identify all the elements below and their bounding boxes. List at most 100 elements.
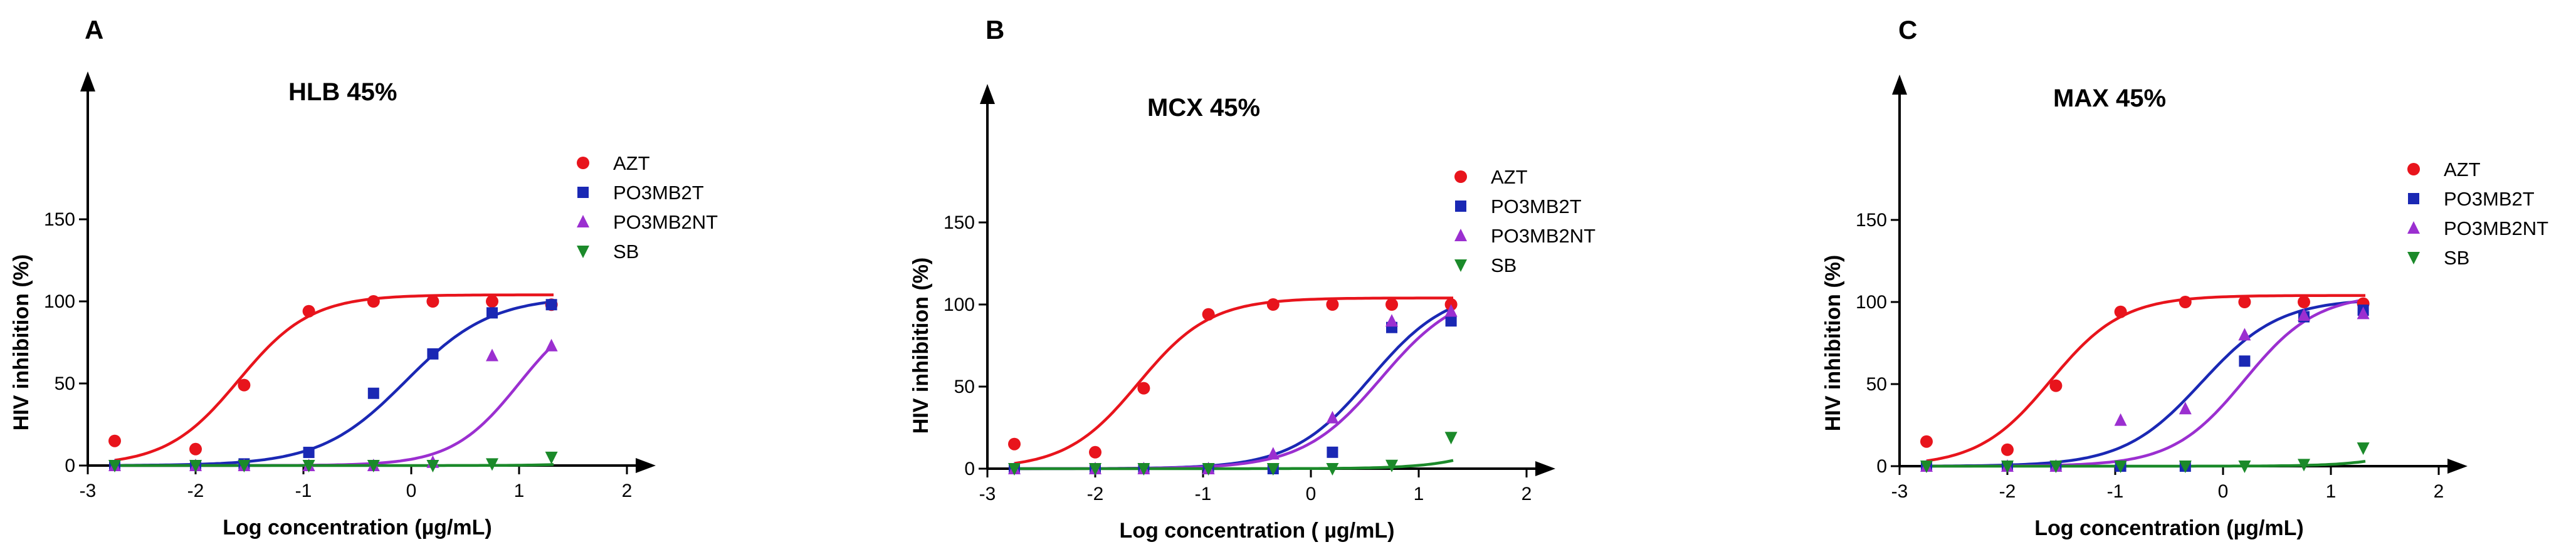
data-point-po3mb2nt bbox=[2114, 413, 2127, 426]
data-point-sb bbox=[2238, 461, 2251, 473]
data-point-azt bbox=[189, 442, 202, 456]
x-tick-label: -1 bbox=[295, 481, 312, 501]
data-point-azt bbox=[108, 434, 121, 447]
data-point-azt bbox=[2001, 443, 2014, 456]
x-tick-label: 2 bbox=[1522, 484, 1532, 504]
data-point-po3mb2nt bbox=[2298, 308, 2310, 321]
data-point-azt bbox=[1920, 435, 1933, 448]
legend-marker-sb bbox=[2407, 252, 2420, 264]
data-point-po3mb2t bbox=[367, 387, 379, 399]
data-point-po3mb2t bbox=[303, 447, 315, 459]
legend-label: PO3MB2NT bbox=[613, 211, 718, 233]
legend-label: AZT bbox=[1491, 166, 1528, 188]
x-tick-label: 0 bbox=[2218, 481, 2229, 502]
fit-curve-sb bbox=[115, 463, 554, 467]
data-point-azt bbox=[1137, 382, 1150, 395]
x-tick-label: -2 bbox=[1999, 481, 2016, 502]
data-point-sb bbox=[2357, 442, 2370, 456]
legend-label: SB bbox=[2444, 247, 2469, 269]
x-tick-label: -1 bbox=[2107, 481, 2124, 502]
data-point-po3mb2t bbox=[427, 348, 439, 360]
data-point-azt bbox=[486, 295, 498, 308]
panel-letter: C bbox=[1898, 15, 1917, 44]
data-point-azt bbox=[1326, 298, 1339, 311]
x-axis-label: Log concentration ( µg/mL) bbox=[1120, 519, 1395, 543]
chart-title: HLB 45% bbox=[288, 78, 397, 106]
chart-title: MCX 45% bbox=[1147, 94, 1260, 122]
data-point-azt bbox=[1266, 298, 1280, 311]
data-point-sb bbox=[367, 460, 380, 472]
data-point-azt bbox=[2049, 379, 2063, 392]
x-tick-label: -3 bbox=[979, 484, 996, 504]
data-point-azt bbox=[2298, 296, 2310, 308]
fit-curve-sb bbox=[1014, 459, 1454, 471]
legend-marker-po3mb2nt bbox=[1454, 229, 1467, 241]
legend-label: SB bbox=[613, 241, 639, 263]
data-point-sb bbox=[238, 460, 251, 472]
data-point-po3mb2t bbox=[1445, 315, 1457, 327]
data-point-azt bbox=[367, 295, 380, 308]
panel-letter: A bbox=[85, 15, 103, 44]
legend-marker-po3mb2t bbox=[2408, 193, 2419, 204]
data-point-azt bbox=[1008, 437, 1021, 450]
data-point-sb bbox=[2114, 461, 2127, 473]
chart-title: MAX 45% bbox=[2053, 85, 2166, 112]
fit-curve-azt bbox=[1926, 294, 2365, 462]
legend-marker-po3mb2nt bbox=[2407, 221, 2420, 234]
data-point-po3mb2nt bbox=[545, 338, 558, 352]
data-point-azt bbox=[2238, 296, 2251, 308]
data-point-po3mb2t bbox=[2239, 355, 2251, 367]
data-point-azt bbox=[1202, 308, 1215, 321]
x-axis-arrow bbox=[2447, 459, 2468, 474]
y-axis-arrow bbox=[80, 71, 95, 91]
data-point-sb bbox=[1266, 463, 1280, 476]
y-tick-label: 50 bbox=[55, 373, 75, 394]
fit-curve-azt bbox=[1014, 296, 1453, 465]
data-point-sb bbox=[2049, 461, 2063, 473]
data-point-azt bbox=[1089, 445, 1101, 459]
data-point-sb bbox=[302, 460, 315, 472]
data-point-sb bbox=[1089, 463, 1101, 476]
data-point-po3mb2nt bbox=[1444, 304, 1458, 317]
y-tick-label: 100 bbox=[44, 291, 75, 312]
x-tick-label: 1 bbox=[514, 481, 525, 501]
legend-label: PO3MB2T bbox=[1491, 195, 1582, 217]
x-tick-label: 2 bbox=[2434, 481, 2444, 502]
chart-panel-b: B MCX 45% 0 50 100 150 -3 -2 -1 0 1 2 Log concentrat… bbox=[909, 15, 1596, 543]
x-tick-label: -3 bbox=[80, 481, 97, 501]
data-point-sb bbox=[1326, 463, 1339, 476]
y-tick-label: 0 bbox=[1876, 456, 1887, 477]
data-point-azt bbox=[2179, 296, 2192, 308]
data-point-po3mb2nt bbox=[1326, 410, 1339, 424]
data-point-po3mb2t bbox=[486, 307, 498, 319]
y-tick-label: 150 bbox=[44, 209, 75, 230]
legend-marker-sb bbox=[577, 246, 589, 258]
fit-curve-sb bbox=[1927, 459, 2366, 468]
legend-marker-azt bbox=[1454, 170, 1467, 183]
x-tick-label: 1 bbox=[1414, 484, 1424, 504]
x-axis-arrow bbox=[636, 458, 656, 473]
y-tick-label: 150 bbox=[1856, 210, 1887, 231]
data-point-sb bbox=[426, 460, 439, 472]
x-axis-arrow bbox=[1535, 461, 1555, 476]
y-axis-label: HIV inhibition (%) bbox=[1821, 255, 1845, 431]
data-point-sb bbox=[2179, 461, 2192, 473]
legend-marker-sb bbox=[1454, 259, 1467, 272]
legend-label: AZT bbox=[2444, 159, 2481, 180]
y-axis-arrow bbox=[1892, 75, 1907, 95]
x-tick-label: -2 bbox=[187, 481, 204, 501]
legend-label: PO3MB2NT bbox=[2444, 217, 2548, 239]
x-tick-label: -1 bbox=[1195, 484, 1212, 504]
panel-letter: B bbox=[986, 15, 1004, 44]
data-point-sb bbox=[1385, 459, 1398, 472]
data-point-sb bbox=[1008, 463, 1021, 476]
data-point-po3mb2nt bbox=[486, 348, 498, 362]
fit-curve-po3mb2nt bbox=[1927, 298, 2366, 468]
data-point-po3mb2nt bbox=[2357, 306, 2370, 320]
data-point-po3mb2nt bbox=[2238, 328, 2251, 341]
legend-marker-azt bbox=[577, 157, 589, 169]
fit-curve-po3mb2t bbox=[115, 300, 554, 467]
data-point-sb bbox=[486, 458, 498, 471]
y-axis-label: HIV inhibition (%) bbox=[9, 254, 33, 430]
